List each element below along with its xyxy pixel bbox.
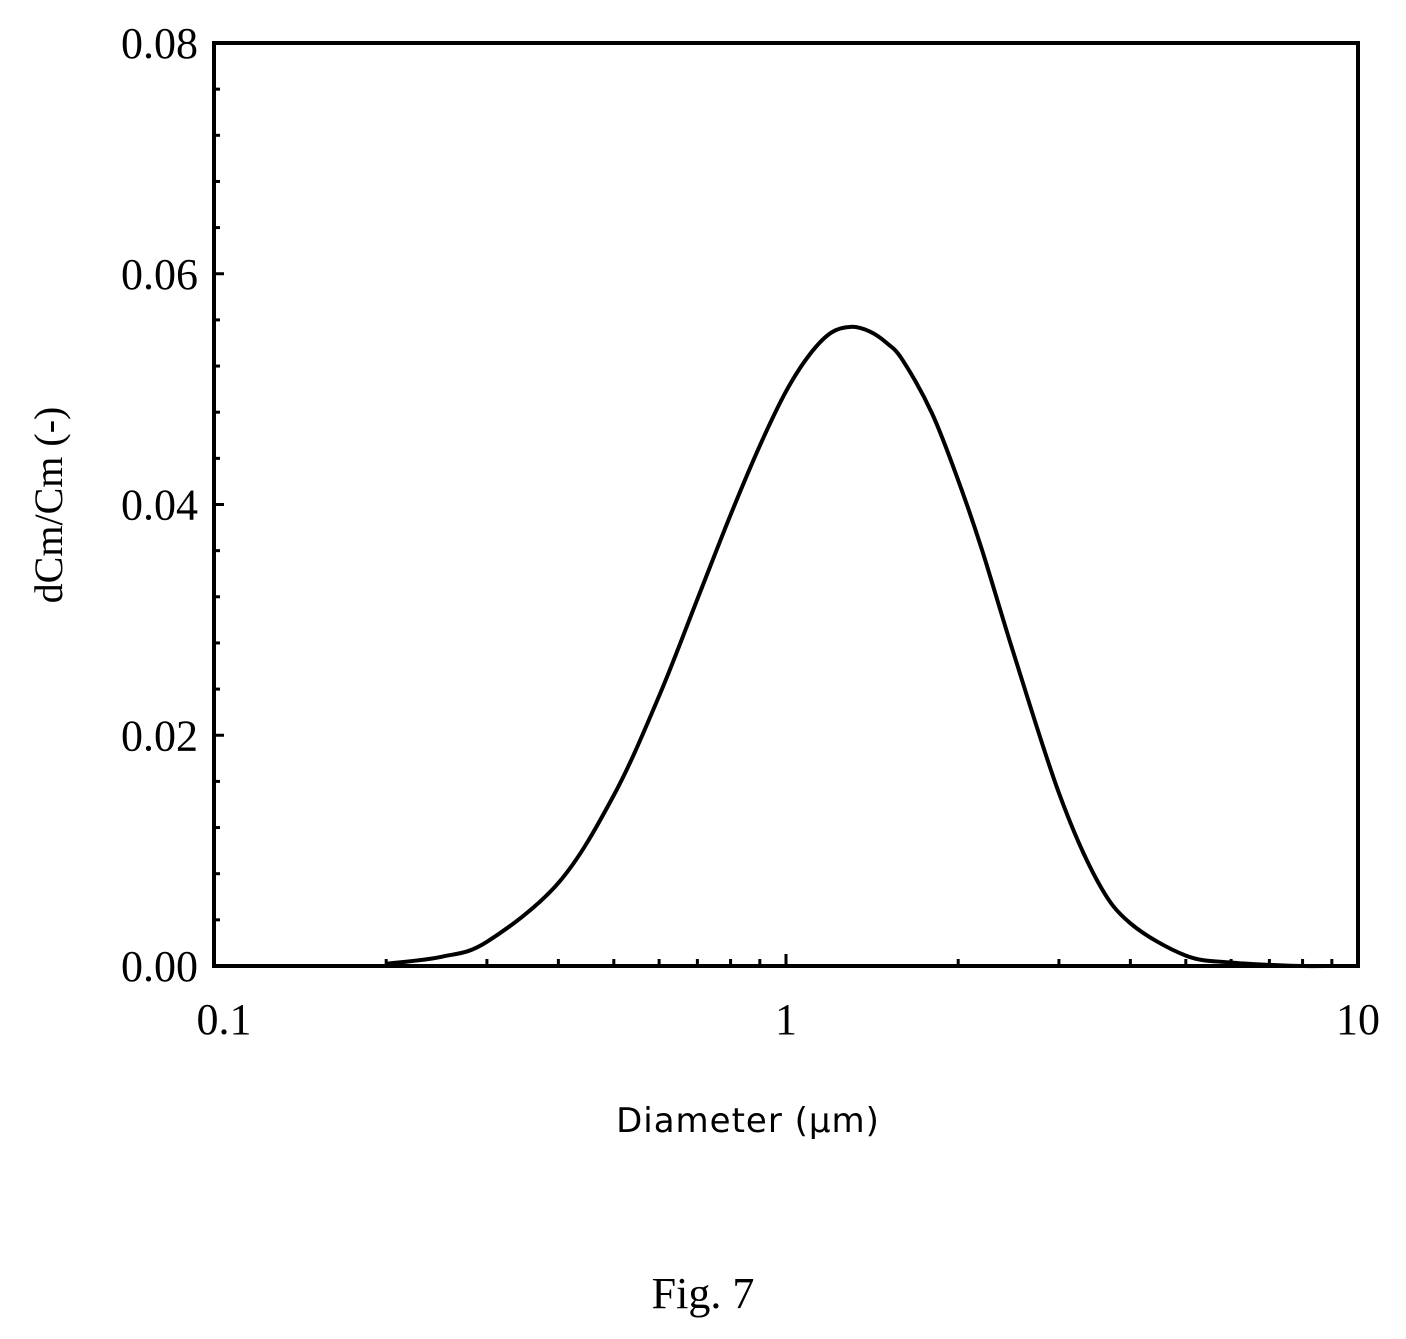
- ticks: [212, 41, 1360, 968]
- y-tick-labels: 0.00 0.02 0.04 0.06 0.08: [121, 19, 198, 991]
- y-tick-label: 0.04: [121, 481, 198, 530]
- y-tick-label: 0.06: [121, 250, 198, 299]
- y-tick-label: 0.00: [121, 942, 198, 991]
- series-line: [385, 324, 1332, 969]
- x-axis-label: Diameter (μm): [616, 1101, 880, 1141]
- x-tick-label: 1: [775, 995, 797, 1044]
- x-tick-labels: 0.1 1 10: [197, 995, 1381, 1044]
- figure-caption: Fig. 7: [651, 1269, 755, 1318]
- x-tick-label: 0.1: [197, 995, 252, 1044]
- chart: 0.00 0.02 0.04 0.06 0.08 0.1 1 10 dCm/Cm (-) D…: [26, 19, 1381, 1141]
- x-tick-label: 10: [1336, 995, 1380, 1044]
- y-tick-label: 0.08: [121, 19, 198, 68]
- y-tick-label: 0.02: [121, 711, 198, 760]
- y-axis-label: dCm/Cm (-): [26, 407, 71, 604]
- plot-frame: [212, 41, 1360, 968]
- series-group: [385, 324, 1332, 969]
